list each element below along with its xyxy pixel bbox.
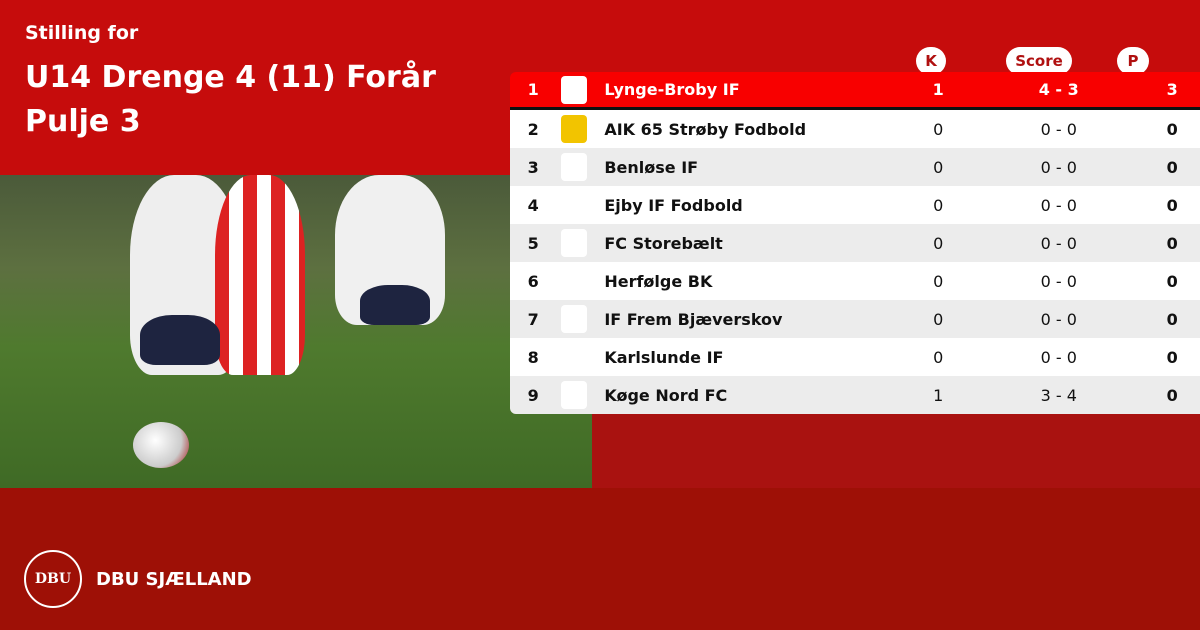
table-row[interactable]: 9 Køge Nord FC 1 3 - 4 0 bbox=[510, 376, 1200, 414]
matches-played: 0 bbox=[933, 195, 944, 215]
matches-played: 0 bbox=[933, 157, 944, 177]
column-header-score: Score bbox=[1006, 47, 1072, 75]
table-row[interactable]: 8 Karlslunde IF 0 0 - 0 0 bbox=[510, 338, 1200, 376]
score: 0 - 0 bbox=[1040, 119, 1077, 139]
team-name[interactable]: Karlslunde IF bbox=[604, 347, 724, 367]
table-row[interactable]: 1 Lynge-Broby IF 1 4 - 3 3 bbox=[510, 72, 1200, 110]
position: 2 bbox=[527, 119, 539, 139]
team-logo-icon bbox=[561, 191, 588, 219]
points: 0 bbox=[1166, 347, 1178, 367]
page-title: U14 Drenge 4 (11) Forår Pulje 3 bbox=[25, 60, 436, 139]
team-name[interactable]: FC Storebælt bbox=[604, 233, 723, 253]
team-logo-icon bbox=[561, 267, 588, 295]
position: 7 bbox=[527, 309, 539, 329]
position: 8 bbox=[527, 347, 539, 367]
team-logo-icon bbox=[561, 75, 588, 104]
table-row[interactable]: 5 FC Storebælt 0 0 - 0 0 bbox=[510, 224, 1200, 262]
matches-played: 0 bbox=[933, 347, 944, 367]
matches-played: 0 bbox=[933, 309, 944, 329]
position: 9 bbox=[527, 385, 539, 405]
subtitle: Stilling for bbox=[25, 22, 139, 44]
dbu-logo: DBU bbox=[24, 550, 82, 608]
score: 0 - 0 bbox=[1040, 347, 1077, 367]
position: 4 bbox=[527, 195, 539, 215]
matches-played: 1 bbox=[932, 80, 944, 99]
table-row[interactable]: 7 IF Frem Bjæverskov 0 0 - 0 0 bbox=[510, 300, 1200, 338]
points: 0 bbox=[1166, 309, 1178, 329]
score: 0 - 0 bbox=[1040, 195, 1077, 215]
team-logo-icon bbox=[561, 343, 588, 371]
matches-played: 1 bbox=[933, 385, 944, 405]
matches-played: 0 bbox=[933, 271, 944, 291]
team-logo-icon bbox=[561, 229, 588, 257]
team-name[interactable]: Køge Nord FC bbox=[604, 385, 728, 405]
team-logo-icon bbox=[561, 115, 588, 143]
points: 3 bbox=[1166, 80, 1178, 99]
team-name[interactable]: Ejby IF Fodbold bbox=[604, 195, 743, 215]
score: 3 - 4 bbox=[1040, 385, 1077, 405]
points: 0 bbox=[1166, 195, 1178, 215]
points: 0 bbox=[1166, 157, 1178, 177]
score: 0 - 0 bbox=[1040, 157, 1077, 177]
table-row[interactable]: 4 Ejby IF Fodbold 0 0 - 0 0 bbox=[510, 186, 1200, 224]
column-header-p: P bbox=[1117, 47, 1149, 75]
points: 0 bbox=[1166, 385, 1178, 405]
score: 0 - 0 bbox=[1040, 233, 1077, 253]
points: 0 bbox=[1166, 233, 1178, 253]
matches-played: 0 bbox=[933, 119, 944, 139]
points: 0 bbox=[1166, 271, 1178, 291]
team-name[interactable]: Benløse IF bbox=[604, 157, 699, 177]
position: 6 bbox=[527, 271, 539, 291]
brand-name: DBU SJÆLLAND bbox=[96, 569, 252, 590]
score: 0 - 0 bbox=[1040, 309, 1077, 329]
team-name[interactable]: AIK 65 Strøby Fodbold bbox=[604, 119, 807, 139]
table-row[interactable]: 6 Herfølge BK 0 0 - 0 0 bbox=[510, 262, 1200, 300]
score: 0 - 0 bbox=[1040, 271, 1077, 291]
column-header-k: K bbox=[916, 47, 946, 75]
table-row[interactable]: 3 Benløse IF 0 0 - 0 0 bbox=[510, 148, 1200, 186]
table-row[interactable]: 2 AIK 65 Strøby Fodbold 0 0 - 0 0 bbox=[510, 110, 1200, 148]
position: 3 bbox=[527, 157, 539, 177]
score: 4 - 3 bbox=[1038, 80, 1079, 99]
team-logo-icon bbox=[561, 305, 588, 333]
position: 1 bbox=[527, 80, 539, 99]
team-name[interactable]: Herfølge BK bbox=[604, 271, 713, 291]
matches-played: 0 bbox=[933, 233, 944, 253]
position: 5 bbox=[527, 233, 539, 253]
team-logo-icon bbox=[561, 381, 588, 409]
team-name[interactable]: Lynge-Broby IF bbox=[604, 80, 740, 99]
points: 0 bbox=[1166, 119, 1178, 139]
team-name[interactable]: IF Frem Bjæverskov bbox=[604, 309, 783, 329]
team-logo-icon bbox=[561, 153, 588, 181]
football-photo bbox=[0, 175, 592, 488]
